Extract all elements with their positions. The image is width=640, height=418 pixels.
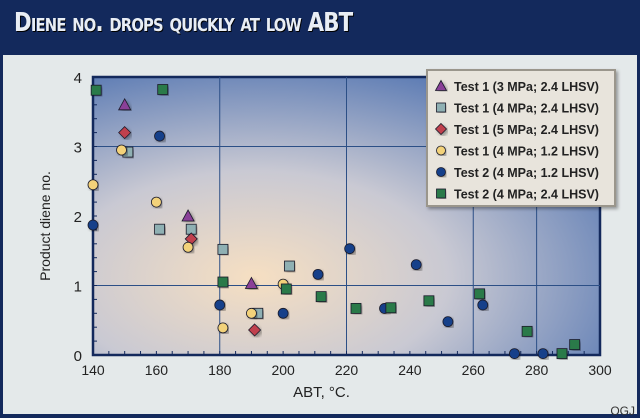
legend-label-2: Test 1 (4 MPa; 2.4 LHSV) xyxy=(454,102,599,116)
legend-label-4: Test 1 (4 MPa; 1.2 LHSV) xyxy=(454,145,599,159)
data-point-series-5 xyxy=(214,299,226,311)
data-point-series-6 xyxy=(217,276,229,288)
y-tick-label: 1 xyxy=(74,279,82,296)
legend-marker-5 xyxy=(436,167,446,177)
data-point-series-5 xyxy=(477,299,489,311)
x-tick-label: 280 xyxy=(525,362,549,378)
x-tick-label: 260 xyxy=(462,362,486,378)
data-point-series-6 xyxy=(280,283,292,295)
chart-header: Diene no. drops quickly at low ABT xyxy=(0,0,640,53)
data-point-series-4 xyxy=(246,307,257,319)
data-point-series-6 xyxy=(521,325,533,337)
data-point-series-1 xyxy=(244,276,259,289)
x-tick-label: 220 xyxy=(335,362,359,378)
data-point-series-4 xyxy=(217,322,229,334)
data-point-series-5 xyxy=(277,307,289,319)
data-point-series-5 xyxy=(509,348,520,360)
data-point-series-6 xyxy=(423,295,435,307)
data-point-series-2 xyxy=(284,260,295,272)
legend-marker-2 xyxy=(436,102,446,113)
y-tick-label: 4 xyxy=(74,70,82,87)
x-tick-label: 240 xyxy=(398,362,422,378)
data-point-series-4 xyxy=(182,241,194,253)
y-tick-label: 3 xyxy=(74,140,82,157)
x-tick-label: 160 xyxy=(145,362,169,378)
x-tick-label: 200 xyxy=(271,362,295,378)
data-point-series-5 xyxy=(87,219,99,231)
legend-marker-6 xyxy=(436,188,446,199)
x-tick-label: 140 xyxy=(81,362,105,378)
legend-label-6: Test 2 (4 MPa; 2.4 LHSV) xyxy=(454,188,599,202)
legend-label-5: Test 2 (4 MPa; 1.2 LHSV) xyxy=(454,166,599,180)
data-point-series-6 xyxy=(385,302,397,314)
x-tick-label: 300 xyxy=(588,362,612,378)
chart-title: Diene no. drops quickly at low ABT xyxy=(14,8,353,38)
data-point-series-5 xyxy=(344,243,356,255)
data-point-series-5 xyxy=(312,268,324,280)
data-point-series-6 xyxy=(556,348,568,360)
data-point-series-1 xyxy=(181,209,195,222)
data-point-series-5 xyxy=(410,259,422,271)
y-axis-label: Product diene no. xyxy=(37,171,53,281)
data-point-series-6 xyxy=(157,84,169,95)
data-point-series-6 xyxy=(90,84,102,96)
data-point-series-3 xyxy=(118,126,132,140)
legend-marker-4 xyxy=(436,145,446,156)
data-point-series-5 xyxy=(442,316,454,328)
data-point-series-6 xyxy=(569,339,581,350)
y-tick-label: 2 xyxy=(74,209,82,226)
legend-label-1: Test 1 (3 MPa; 2.4 LHSV) xyxy=(454,80,599,94)
data-point-series-6 xyxy=(315,291,327,303)
data-point-series-4 xyxy=(116,144,127,156)
data-point-series-6 xyxy=(474,288,485,300)
legend-marker-1 xyxy=(434,79,448,91)
legend-box xyxy=(426,69,616,207)
x-tick-label: 180 xyxy=(208,362,232,378)
legend-label-3: Test 1 (5 MPa; 2.4 LHSV) xyxy=(454,123,599,137)
legend-marker-3 xyxy=(434,122,448,136)
data-point-series-2 xyxy=(217,243,229,255)
data-point-series-1 xyxy=(118,97,132,111)
data-point-series-3 xyxy=(248,323,262,337)
y-tick-label: 0 xyxy=(74,348,82,365)
data-point-series-4 xyxy=(150,196,162,208)
data-point-series-4 xyxy=(87,179,99,191)
data-point-series-5 xyxy=(154,130,165,142)
data-point-series-2 xyxy=(154,223,165,235)
data-point-series-5 xyxy=(537,348,549,360)
x-axis-label: ABT, °C. xyxy=(293,384,350,401)
data-point-series-6 xyxy=(350,303,362,314)
